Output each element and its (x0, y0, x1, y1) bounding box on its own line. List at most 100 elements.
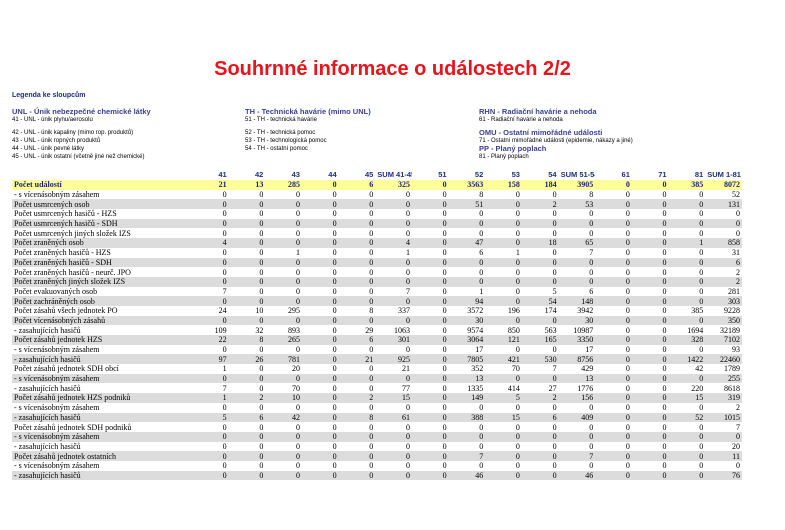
table-cell: 0 (589, 228, 594, 238)
table-cell: 0 (699, 267, 704, 277)
table-row: - s vícenásobným zásahem 0 0 0 0 0 0 0 8 0 0 8 0 0 0 52 (12, 190, 742, 200)
table-cell: 0 (369, 461, 374, 471)
table-cell: 1422 (668, 354, 706, 365)
table-cell: 781 (265, 354, 302, 365)
table-row: - zasahujících hasičů 109 32 893 0 29 1063 0 957… (12, 325, 742, 335)
table-cell: 0 (222, 190, 227, 200)
table-cell: 0 (485, 218, 522, 229)
table-cell: 0 (552, 190, 557, 200)
column-header: 54 (548, 169, 557, 179)
table-cell: 17 (585, 345, 594, 355)
table-cell: 0 (338, 451, 376, 461)
table-cell: 0 (295, 441, 300, 451)
table-cell: 0 (595, 218, 632, 229)
table-cell: 149 (448, 393, 486, 403)
table-cell: 0 (668, 315, 706, 326)
table-cell: 20 (291, 364, 300, 374)
table-cell: 0 (405, 441, 410, 451)
table-cell: 0 (595, 315, 632, 326)
table-cell: 3350 (558, 335, 596, 345)
table-row: - zasahujících hasičů 97 26 781 0 21 925 0 7805 4… (12, 354, 742, 365)
table-cell: 0 (228, 315, 266, 326)
table-cell: 0 (662, 422, 667, 432)
column-header: SUM 1-81 (707, 169, 741, 179)
table-row: Počet usmrcených hasičů - HZS 0 0 0 0 0 0 0 0 0 0 0… (12, 209, 742, 219)
table-cell: 21 (401, 364, 410, 374)
table-cell: 0 (668, 373, 706, 384)
table-cell: 295 (287, 306, 300, 316)
legend-unl: UNL - Únik nebezpečné chemické látky 41 … (12, 108, 151, 161)
table-cell: 0 (736, 461, 740, 471)
table-cell: 850 (507, 325, 520, 335)
table-cell: 0 (405, 403, 410, 413)
table-cell: 29 (365, 325, 374, 335)
table-cell: 11 (705, 451, 742, 461)
table-cell: 0 (338, 276, 376, 287)
table-cell: 1 (479, 286, 484, 296)
table-cell: 0 (589, 422, 594, 432)
table-cell: 0 (448, 257, 486, 268)
table-cell: 0 (479, 209, 484, 219)
table-cell: 47 (448, 238, 486, 248)
table-row: Počet zraněných hasičů - SDH 0 0 0 0 0 0 0 0 0 0 0 0… (12, 257, 742, 268)
table-cell: 0 (485, 431, 522, 442)
table-cell: 0 (595, 238, 632, 248)
table-cell: 0 (295, 209, 300, 219)
row-label: - s vícenásobným zásahem (12, 431, 192, 442)
table-cell: 0 (668, 451, 706, 461)
table-cell: 0 (699, 228, 704, 238)
table-cell: 46 (558, 470, 596, 481)
table-cell: 8618 (724, 383, 740, 393)
row-label: - zasahujících hasičů (14, 383, 81, 393)
table-cell: 0 (222, 422, 227, 432)
column-header: 42 (254, 169, 264, 179)
table-cell: 158 (485, 180, 522, 190)
table-cell: 0 (552, 345, 557, 355)
table-cell: 0 (699, 441, 704, 451)
table-cell: 0 (295, 461, 300, 471)
table-cell: 0 (265, 431, 302, 442)
table-row: Počet zásahů jednotek SDH podniků 0 0 0 0 0 0 0… (12, 422, 742, 432)
table-cell: 0 (228, 373, 266, 384)
table-cell: 303 (705, 296, 742, 306)
table-cell: 31 (732, 248, 740, 258)
table-cell: 0 (662, 306, 667, 316)
table-cell: 0 (259, 248, 264, 258)
table-cell: 0 (589, 209, 594, 219)
table-cell: 0 (259, 383, 264, 393)
table-cell: 385 (668, 180, 706, 190)
table-cell: 0 (228, 451, 266, 461)
table-cell: 0 (521, 451, 559, 461)
table-cell: 0 (442, 403, 447, 413)
table-cell: 7102 (705, 335, 742, 345)
row-label: - zasahujících hasičů (12, 354, 192, 365)
row-label: Počet vícenásobných zásahů (12, 315, 192, 326)
table-cell: 70 (511, 364, 520, 374)
table-cell: 0 (369, 228, 374, 238)
table-cell: 0 (515, 441, 520, 451)
table-cell: 0 (332, 286, 337, 296)
table-cell: 15 (485, 412, 522, 423)
table-cell: 0 (442, 267, 447, 277)
legend-item: 44 - UNL - únik pevné látky (12, 146, 85, 152)
table-cell: 51 (448, 199, 486, 210)
table-cell: 21 (338, 354, 376, 365)
table-cell: 4 (192, 238, 229, 248)
table-cell: 0 (301, 218, 339, 229)
table-cell: 0 (265, 373, 302, 384)
legend-heading: Legenda ke sloupcům (12, 92, 86, 99)
table-cell: 350 (705, 315, 742, 326)
table-cell: 77 (401, 383, 410, 393)
table-cell: 109 (214, 325, 227, 335)
table-cell: 0 (228, 276, 266, 287)
table-cell: 1 (192, 393, 229, 403)
table-cell: 24 (218, 306, 227, 316)
table-cell: 0 (259, 267, 264, 277)
table-cell: 0 (301, 257, 339, 268)
table-cell: 131 (705, 199, 742, 210)
table-cell: 0 (332, 306, 337, 316)
table-cell: 0 (442, 228, 447, 238)
table-cell: 0 (405, 461, 410, 471)
table-cell: 0 (369, 248, 374, 258)
table-row: - s vícenásobným zásahem 0 0 0 0 0 0 0 17 0 0 17 0 0 0… (12, 345, 742, 355)
